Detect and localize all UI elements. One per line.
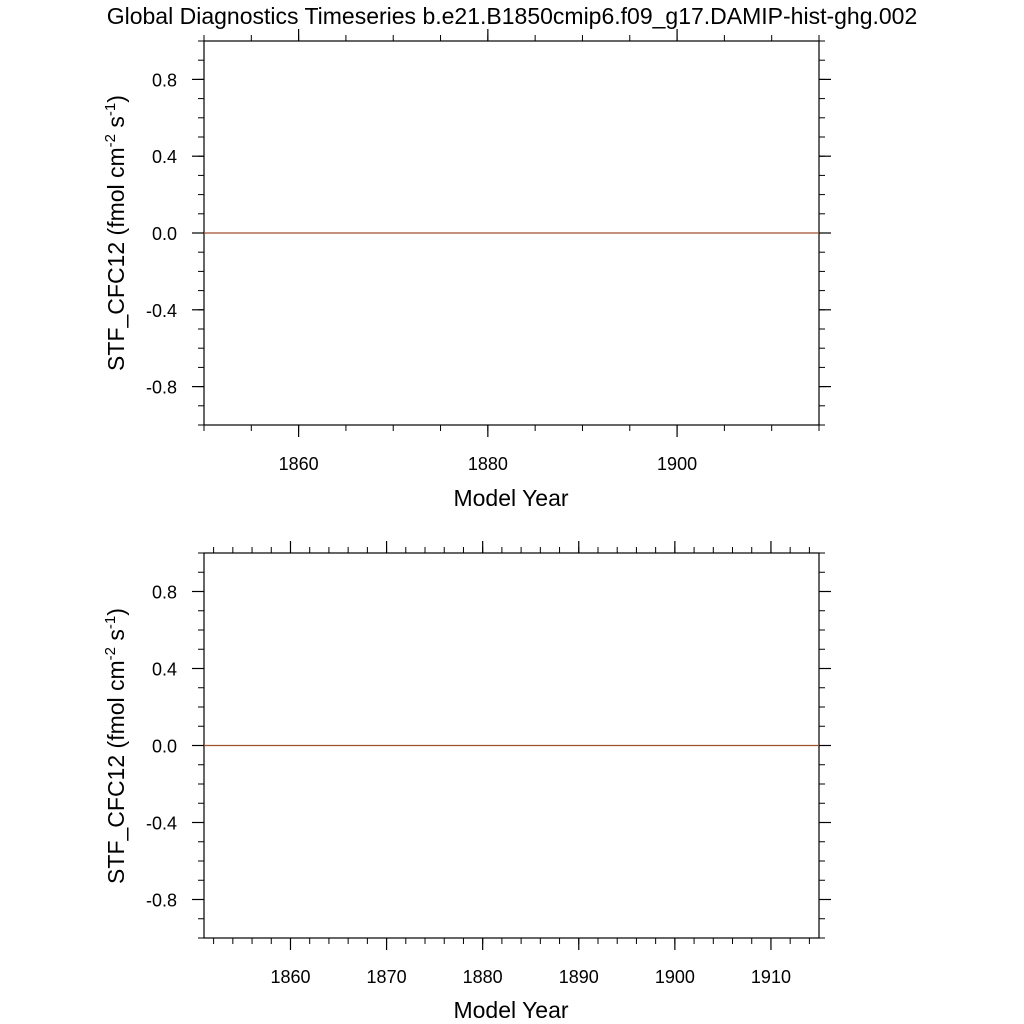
y-tick-label: 0.8 [152, 70, 177, 90]
tick-marks [192, 541, 831, 950]
tick-marks [192, 29, 831, 437]
y-tick-label: -0.8 [146, 378, 177, 398]
x-tick-label: 1890 [559, 967, 599, 987]
x-tick-label: 1880 [463, 967, 503, 987]
y-tick-label: 0.4 [152, 660, 177, 680]
y-tick-labels: -0.8 -0.4 0.0 0.4 0.8 [146, 583, 177, 911]
y-axis-label: STF_CFC12 (fmol cm-2 s-1) [102, 95, 129, 371]
y-tick-label: 0.0 [152, 224, 177, 244]
bottom-panel: -0.8 -0.4 0.0 0.4 0.8 1860 1870 1880 1890 1900 19… [102, 541, 831, 1023]
x-tick-label: 1900 [655, 967, 695, 987]
y-tick-label: 0.8 [152, 583, 177, 603]
chart-title: Global Diagnostics Timeseries b.e21.B185… [107, 3, 918, 29]
y-tick-label: -0.8 [146, 891, 177, 911]
y-tick-label: 0.0 [152, 737, 177, 757]
y-tick-labels: -0.8 -0.4 0.0 0.4 0.8 [146, 70, 177, 397]
x-axis-label: Model Year [453, 997, 568, 1023]
y-axis-label-sup1: -2 [102, 134, 119, 147]
x-axis-label: Model Year [453, 485, 568, 511]
x-tick-label: 1880 [468, 454, 508, 474]
y-tick-label: 0.4 [152, 147, 177, 167]
top-panel: -0.8 -0.4 0.0 0.4 0.8 1860 1880 1900 Model Yea… [102, 29, 831, 511]
y-axis-label-mid: s [103, 116, 129, 134]
y-axis-label-base: STF_CFC12 (fmol cm [103, 147, 129, 371]
y-axis-label: STF_CFC12 (fmol cm-2 s-1) [102, 608, 129, 884]
x-tick-label: 1870 [367, 967, 407, 987]
x-tick-labels: 1860 1880 1900 [279, 454, 698, 474]
x-tick-label: 1910 [751, 967, 791, 987]
y-tick-label: -0.4 [146, 301, 177, 321]
y-axis-label-sup2: -1 [102, 616, 119, 629]
x-tick-label: 1860 [270, 967, 310, 987]
y-tick-label: -0.4 [146, 814, 177, 834]
y-axis-label-base: STF_CFC12 (fmol cm [103, 660, 129, 884]
x-tick-label: 1900 [657, 454, 697, 474]
y-axis-label-end: ) [103, 95, 129, 103]
x-tick-label: 1860 [279, 454, 319, 474]
y-axis-label-end: ) [103, 608, 129, 616]
y-axis-label-mid: s [103, 629, 129, 647]
x-tick-labels: 1860 1870 1880 1890 1900 1910 [270, 967, 791, 987]
y-axis-label-sup1: -2 [102, 647, 119, 660]
y-axis-label-sup2: -1 [102, 103, 119, 116]
